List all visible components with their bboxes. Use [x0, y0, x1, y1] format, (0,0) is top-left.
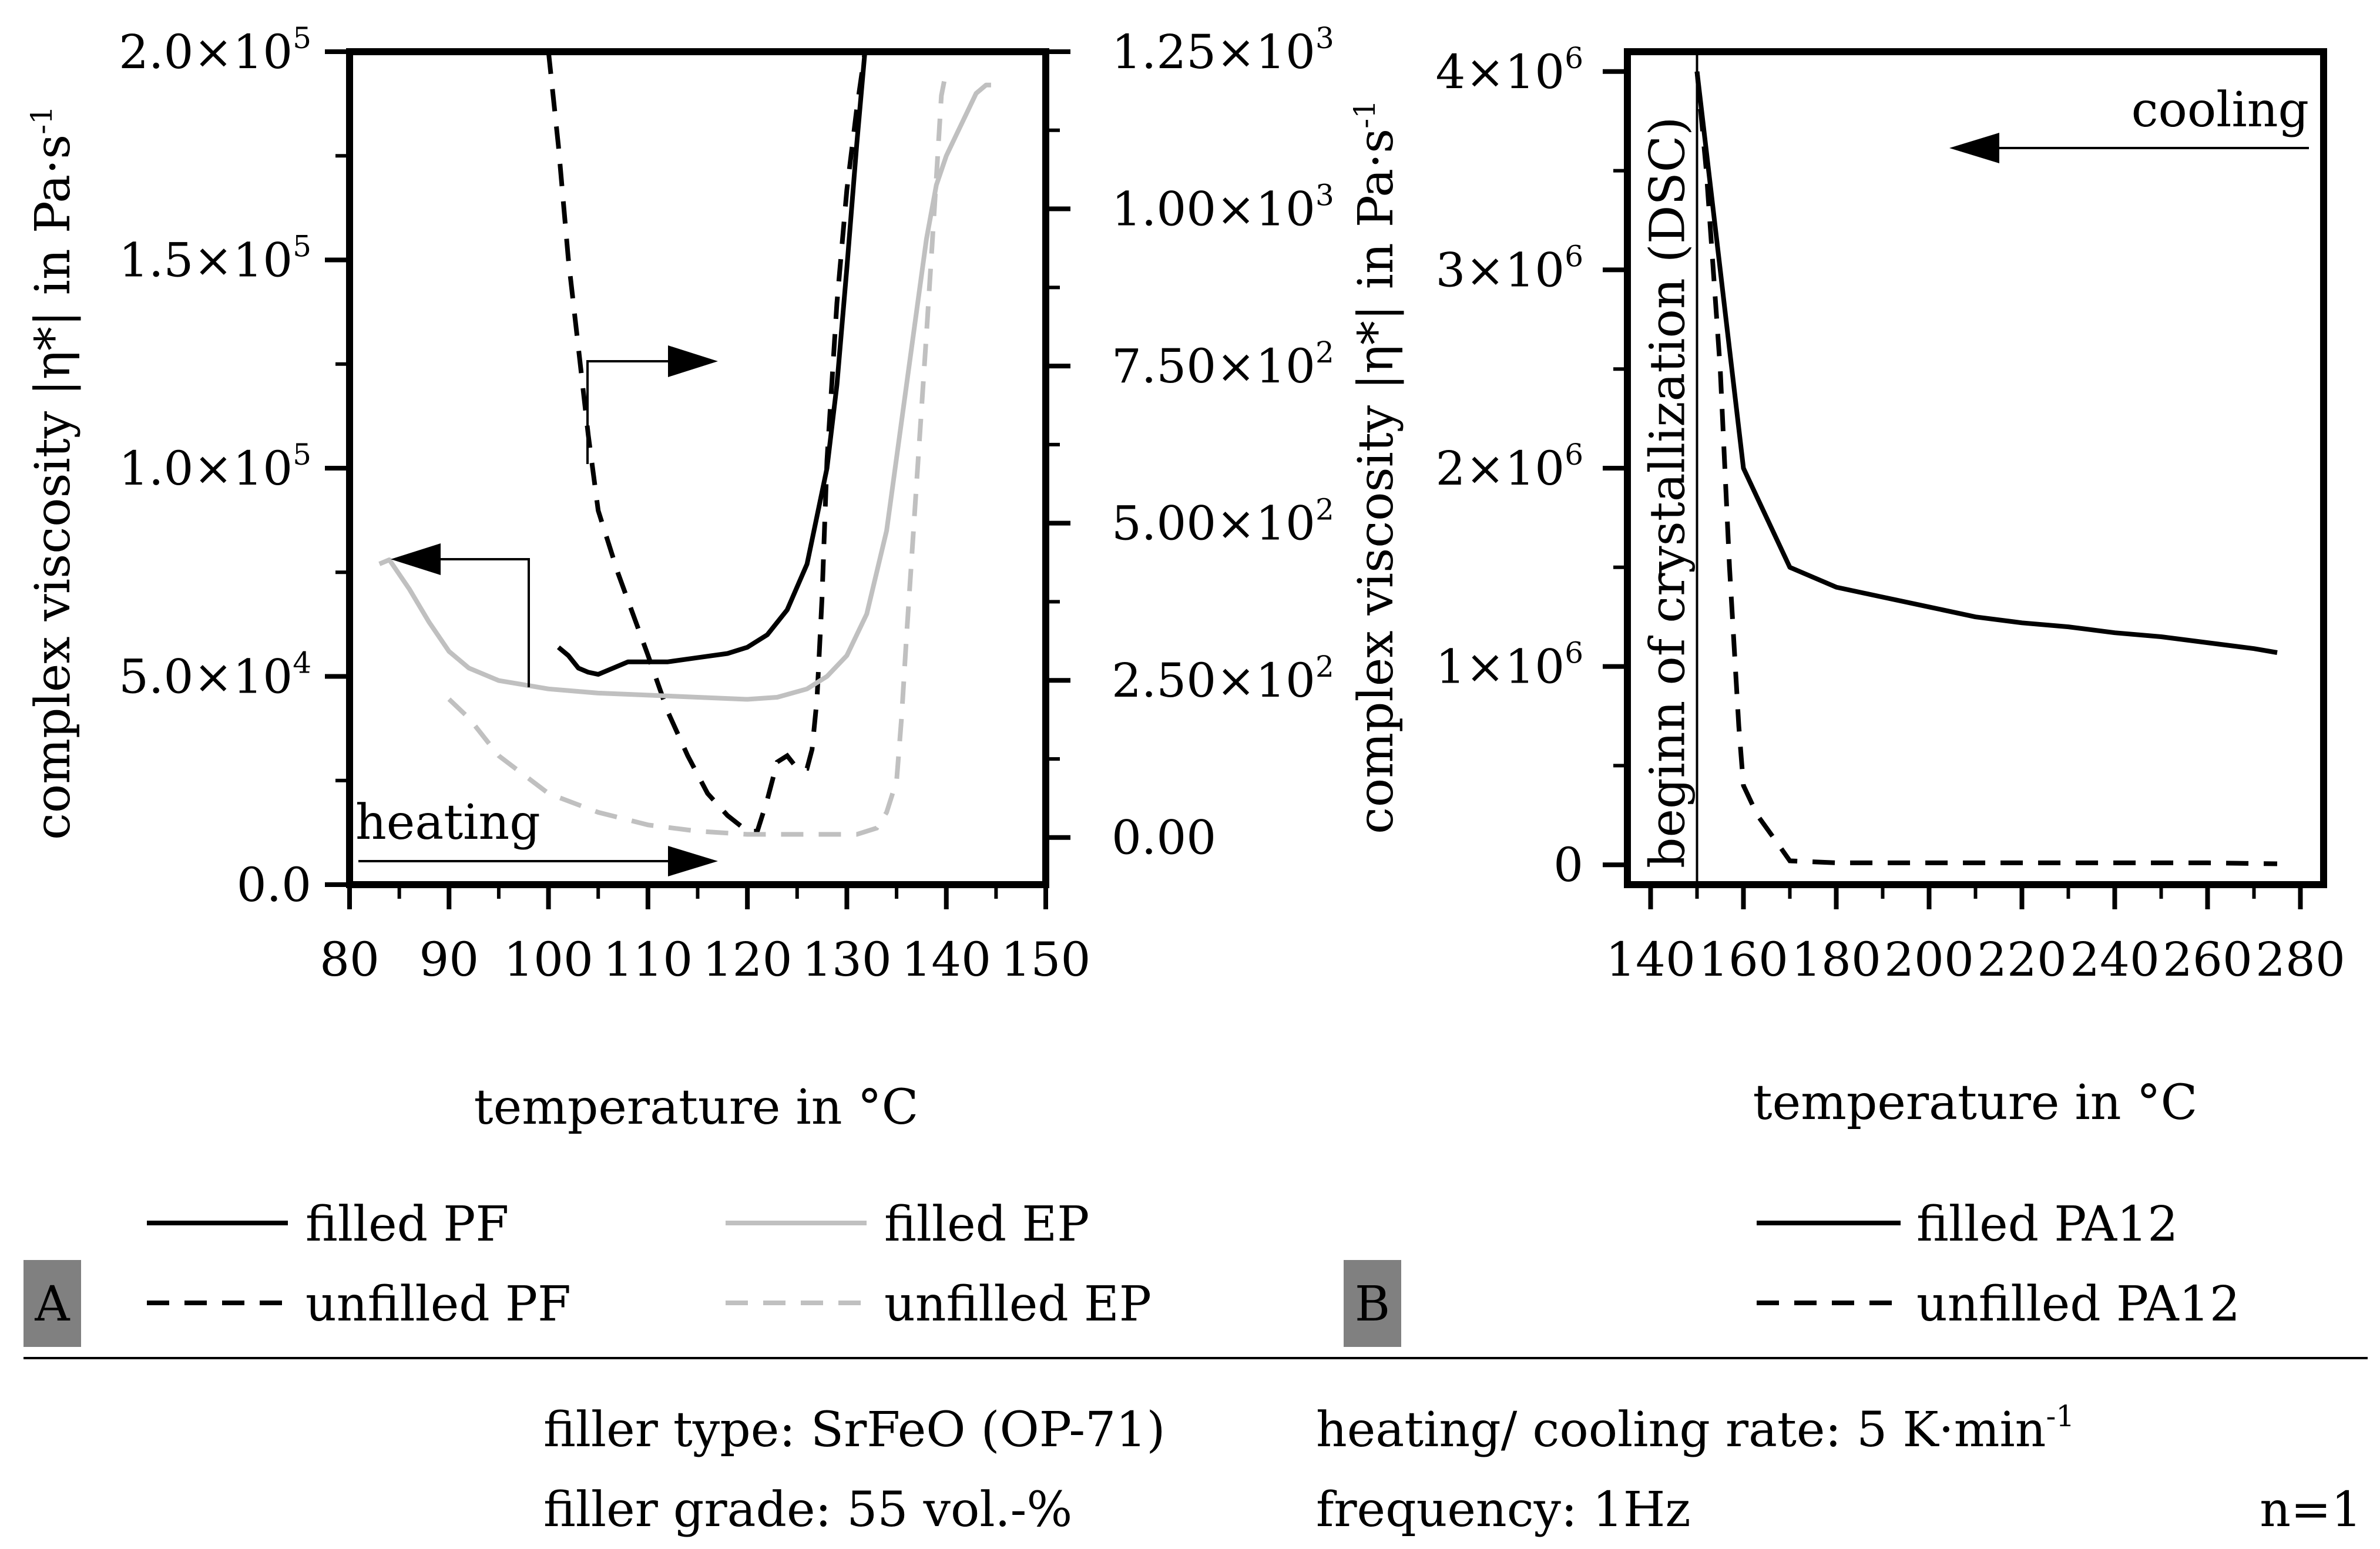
- frequency-text: frequency: 1Hz: [1316, 1482, 1691, 1538]
- svg-text:B: B: [1355, 1276, 1390, 1332]
- legend-label-unfilled-ep: unfilled EP: [884, 1276, 1152, 1332]
- y-right-tick-label: 1.00×103: [1112, 179, 1334, 237]
- x-tick-label: 80: [320, 932, 380, 987]
- footer: filler type: SrFeO (OP-71) filler grade:…: [543, 1399, 2362, 1538]
- y-left-tick-label: 1.0×105: [119, 438, 311, 496]
- cooling-arrow-head: [1949, 133, 1999, 163]
- x-tick-label: 220: [1977, 932, 2067, 987]
- y-tick-label: 2×106: [1435, 438, 1583, 496]
- x-tick-label: 130: [802, 932, 892, 987]
- x-tick-label: 140: [1606, 932, 1696, 987]
- y-right-tick-label: 1.25×103: [1112, 21, 1334, 79]
- series-line-filled-ep: [378, 82, 991, 702]
- y-left-tick-label: 1.5×105: [119, 230, 311, 288]
- arrow-head-right: [668, 345, 718, 377]
- panel-a-chart: 80 90 100 110 120 130 140 150 0.0 5.0×104 1.0×105 1…: [25, 21, 1334, 1135]
- x-tick-label: 100: [503, 932, 593, 987]
- x-tick-label: 140: [901, 932, 991, 987]
- panel-a-y-label: complex viscosity |η*| in Pa·s-1: [25, 106, 81, 840]
- legend-label-filled-ep: filled EP: [884, 1197, 1089, 1252]
- x-tick-label: 280: [2255, 932, 2345, 987]
- filler-grade: filler grade: 55 vol.-%: [543, 1482, 1072, 1538]
- panel-b-y-label: complex viscosity |η*| in Pa·s-1: [1348, 100, 1404, 834]
- svg-text:A: A: [34, 1276, 71, 1332]
- legend-label-unfilled-pa12: unfilled PA12: [1916, 1276, 2240, 1332]
- arrow-head-left: [391, 543, 441, 575]
- x-tick-label: 120: [703, 932, 793, 987]
- arrow-to-right-axis: [586, 360, 705, 464]
- series-line-unfilled-pf: [546, 52, 868, 834]
- y-left-tick-label: 5.0×104: [119, 646, 311, 704]
- panel-label-a: A: [24, 1260, 81, 1347]
- filler-type: filler type: SrFeO (OP-71): [543, 1402, 1165, 1458]
- sample-count: n=1: [2260, 1482, 2362, 1538]
- x-tick-label: 240: [2070, 932, 2160, 987]
- panel-b-x-label: temperature in °C: [1753, 1075, 2198, 1131]
- x-tick-label: 260: [2163, 932, 2253, 987]
- panel-b-chart: beginn of crystallization (DSC) 140 160 18…: [1348, 41, 2345, 1131]
- legend: filled PF unfilled PF filled EP unfilled…: [147, 1197, 2240, 1332]
- y-right-tick-label: 0.00: [1112, 811, 1216, 865]
- panel-b-ticks: 140 160 180 200 220 240 260 280 0 1×106 2×106 3×106…: [1435, 41, 2345, 987]
- y-tick-label: 1×106: [1435, 636, 1583, 694]
- panel-a-ticks: 80 90 100 110 120 130 140 150 0.0 5.0×104 1.0×105 1…: [119, 21, 1334, 987]
- series-line-unfilled-ep: [447, 70, 949, 837]
- x-tick-label: 150: [1001, 932, 1091, 987]
- heating-label: heating: [355, 795, 541, 851]
- x-tick-label: 90: [419, 932, 479, 987]
- y-left-tick-label: 0.0: [237, 858, 311, 912]
- y-tick-label: 0: [1553, 838, 1583, 892]
- x-tick-label: 160: [1698, 932, 1788, 987]
- heating-arrow-head: [668, 846, 718, 876]
- y-left-tick-label: 2.0×105: [119, 21, 311, 79]
- panel-b-frame: [1624, 48, 2327, 888]
- series-line-filled-pf: [556, 52, 868, 677]
- cooling-label: cooling: [2131, 82, 2309, 138]
- y-right-tick-label: 5.00×102: [1112, 493, 1334, 551]
- y-tick-label: 3×106: [1435, 239, 1583, 297]
- y-right-tick-label: 7.50×102: [1112, 335, 1334, 394]
- x-tick-label: 110: [603, 932, 693, 987]
- series-line-unfilled-pa12: [1694, 71, 2278, 866]
- rate-text: heating/ cooling rate: 5 K·min-1: [1316, 1399, 2074, 1458]
- legend-label-filled-pa12: filled PA12: [1916, 1197, 2178, 1252]
- legend-label-unfilled-pf: unfilled PF: [306, 1276, 571, 1332]
- crystallization-label: beginn of crystallization (DSC): [1640, 117, 1696, 868]
- panel-a-x-label: temperature in °C: [474, 1080, 919, 1135]
- y-right-tick-label: 2.50×102: [1112, 650, 1334, 708]
- arrow-to-left-axis: [399, 556, 530, 687]
- legend-label-filled-pf: filled PF: [306, 1197, 509, 1252]
- panel-label-b: B: [1344, 1260, 1401, 1347]
- y-tick-label: 4×106: [1435, 41, 1583, 99]
- series-line-filled-pa12: [1694, 71, 2278, 655]
- x-tick-label: 200: [1884, 932, 1974, 987]
- x-tick-label: 180: [1791, 932, 1881, 987]
